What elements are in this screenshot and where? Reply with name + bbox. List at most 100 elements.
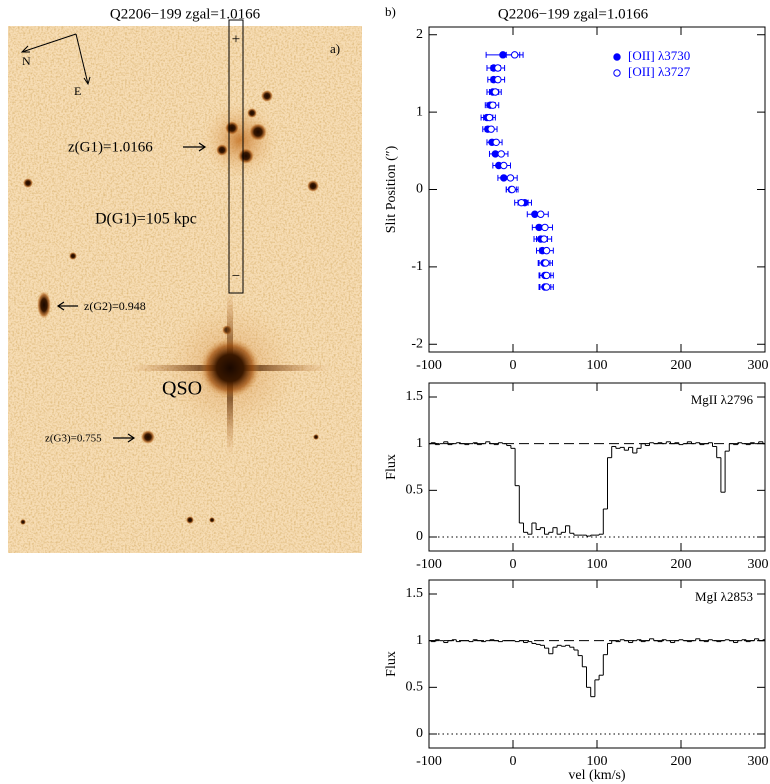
galaxy: [209, 517, 215, 523]
sky-image: [8, 19, 362, 553]
plot-area: [429, 638, 765, 698]
label-arrows: [56, 142, 207, 443]
galaxy: [69, 252, 77, 260]
arrowhead: [127, 433, 136, 443]
point: [492, 138, 500, 146]
point: [485, 113, 494, 122]
g3-redshift: z(G3)=0.755: [45, 433, 102, 445]
x-tick-label: 100: [587, 754, 608, 769]
legend-marker: [613, 53, 621, 61]
point: [517, 198, 526, 207]
x-tick-label: 0: [510, 754, 517, 769]
x-tick-label: -100: [416, 557, 442, 572]
point: [542, 259, 550, 267]
panel-label: b): [385, 4, 396, 19]
arrowhead: [198, 142, 207, 152]
point: [489, 101, 497, 109]
galaxy: [249, 123, 267, 141]
galaxy: [238, 148, 254, 164]
galaxy: [186, 516, 194, 524]
y-tick-label: 2: [416, 27, 423, 42]
qso: [200, 338, 260, 398]
qso-label: QSO: [162, 378, 202, 400]
point: [542, 246, 551, 255]
series-label: MgI λ2853: [695, 589, 753, 604]
point: [540, 235, 548, 243]
galaxy: [247, 108, 257, 118]
y-tick-label: -1: [411, 259, 423, 274]
y-tick-label: 0: [416, 529, 423, 544]
point: [510, 51, 519, 59]
compass-north: N: [22, 54, 31, 68]
x-tick-label: -100: [416, 754, 442, 769]
y-axis-label: Flux: [384, 454, 399, 480]
galaxy: [23, 178, 33, 188]
x-tick-label: 200: [671, 358, 692, 373]
y-tick-label: 1.5: [406, 389, 424, 404]
y-tick-label: 0: [416, 726, 423, 741]
galaxy: [225, 121, 239, 135]
x-tick-label: 300: [748, 557, 769, 572]
slit: [228, 19, 244, 294]
y-axis-label: Flux: [384, 651, 399, 677]
x-axis-label: vel (km/s): [568, 768, 625, 783]
point: [500, 161, 508, 170]
point: [506, 174, 515, 182]
x-tick-label: -100: [416, 358, 442, 373]
g1-redshift: z(G1)=1.0166: [68, 139, 153, 155]
slit-bottom: −: [232, 268, 240, 284]
y-tick-label: 0: [416, 182, 423, 197]
step-connector: [430, 638, 764, 697]
x-tick-label: 0: [510, 358, 517, 373]
y-tick-label: 1.5: [406, 586, 424, 601]
y-tick-label: -2: [411, 336, 423, 351]
point: [508, 185, 516, 194]
arrowhead: [56, 301, 65, 311]
compass-arrowhead: [83, 76, 91, 86]
galaxy: [307, 180, 319, 192]
plot-area: [429, 441, 765, 537]
legend-label: [OII] λ3730: [628, 48, 690, 63]
g2-redshift: z(G2)=0.948: [84, 299, 146, 313]
panel-label: a): [330, 41, 340, 56]
x-tick-label: 100: [587, 557, 608, 572]
step-connector: [430, 441, 764, 537]
galaxy-halo: [202, 102, 278, 178]
image-noise: [8, 26, 362, 553]
galaxy: [20, 519, 26, 525]
x-tick-label: 200: [671, 557, 692, 572]
point: [537, 210, 545, 218]
slit-top: +: [232, 31, 240, 47]
point: [542, 271, 551, 280]
legend-label: [OII] λ3727: [628, 64, 691, 79]
image-title: Q2206−199 zgal=1.0166: [110, 6, 261, 22]
compass-east: E: [74, 84, 81, 98]
y-tick-label: 0.5: [406, 680, 424, 695]
legend-marker: [613, 69, 621, 77]
compass-arrow: [21, 33, 77, 53]
x-tick-label: 300: [748, 358, 769, 373]
point: [542, 283, 551, 291]
point: [497, 150, 505, 158]
x-tick-label: 100: [587, 358, 608, 373]
galaxy: [261, 90, 273, 102]
series-label: MgII λ2796: [691, 392, 754, 407]
plot-frame: [428, 382, 766, 552]
y-tick-label: 1: [416, 436, 423, 451]
point: [541, 223, 549, 232]
plot-area: [480, 51, 554, 291]
galaxy: [141, 430, 155, 444]
x-tick-label: 300: [748, 754, 769, 769]
plot-frame: [428, 579, 766, 749]
galaxy: [313, 434, 319, 440]
compass-arrow: [75, 33, 89, 85]
point: [494, 64, 502, 72]
point: [487, 125, 495, 133]
x-tick-label: 0: [510, 557, 517, 572]
compass-arrowhead: [20, 45, 30, 53]
point: [494, 75, 502, 84]
y-axis-label: Slit Position (″): [384, 145, 399, 233]
compass: [20, 33, 91, 86]
y-tick-label: 0.5: [406, 483, 424, 498]
